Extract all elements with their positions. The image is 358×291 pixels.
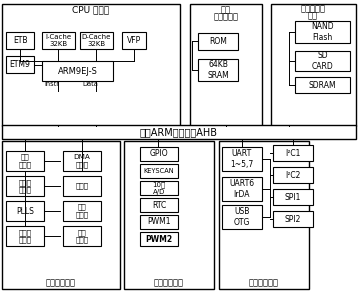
- FancyBboxPatch shape: [295, 77, 350, 93]
- Text: I²C1: I²C1: [285, 148, 301, 157]
- Text: D-Cache
32KB: D-Cache 32KB: [82, 34, 111, 47]
- Text: PLLS: PLLS: [16, 207, 34, 216]
- FancyBboxPatch shape: [2, 125, 356, 139]
- FancyBboxPatch shape: [273, 211, 313, 227]
- Text: PWM1: PWM1: [147, 217, 171, 226]
- Text: ARM9EJ-S: ARM9EJ-S: [58, 67, 97, 75]
- FancyBboxPatch shape: [63, 176, 101, 196]
- FancyBboxPatch shape: [63, 226, 101, 246]
- Text: 接口: 接口: [308, 12, 318, 20]
- Text: SPI2: SPI2: [285, 214, 301, 223]
- Text: 看门狗: 看门狗: [76, 183, 88, 189]
- FancyBboxPatch shape: [124, 141, 214, 289]
- FancyBboxPatch shape: [122, 32, 146, 49]
- FancyBboxPatch shape: [295, 21, 350, 43]
- Text: ETB: ETB: [13, 36, 27, 45]
- FancyBboxPatch shape: [6, 176, 44, 196]
- Text: 其他外围模块: 其他外围模块: [154, 278, 184, 288]
- FancyBboxPatch shape: [295, 51, 350, 71]
- FancyBboxPatch shape: [80, 32, 113, 49]
- FancyBboxPatch shape: [222, 177, 262, 201]
- Text: UART6
IrDA: UART6 IrDA: [229, 179, 255, 199]
- FancyBboxPatch shape: [222, 147, 262, 171]
- Text: ETM9: ETM9: [10, 60, 30, 69]
- Text: Instr: Instr: [44, 81, 59, 87]
- Text: VFP: VFP: [127, 36, 141, 45]
- Text: 毫秒
定时器: 毫秒 定时器: [76, 229, 88, 243]
- FancyBboxPatch shape: [140, 147, 178, 161]
- FancyBboxPatch shape: [63, 151, 101, 171]
- FancyBboxPatch shape: [273, 189, 313, 205]
- Text: 片上: 片上: [221, 6, 231, 15]
- FancyBboxPatch shape: [2, 141, 120, 289]
- Text: 10位
A/D: 10位 A/D: [153, 181, 166, 195]
- FancyBboxPatch shape: [6, 32, 34, 49]
- Text: PWM2: PWM2: [145, 235, 173, 244]
- FancyBboxPatch shape: [273, 145, 313, 161]
- Text: 电源控
制模块: 电源控 制模块: [19, 229, 32, 243]
- FancyBboxPatch shape: [63, 201, 101, 221]
- FancyBboxPatch shape: [271, 4, 356, 126]
- FancyBboxPatch shape: [6, 151, 44, 171]
- Text: 外部存储器: 外部存储器: [300, 4, 325, 13]
- Text: ROM: ROM: [209, 37, 227, 46]
- FancyBboxPatch shape: [273, 167, 313, 183]
- FancyBboxPatch shape: [140, 164, 178, 178]
- FancyBboxPatch shape: [219, 141, 309, 289]
- Text: I-Cache
32KB: I-Cache 32KB: [45, 34, 72, 47]
- Text: SD
CARD: SD CARD: [311, 51, 333, 71]
- Text: UART
1~5,7: UART 1~5,7: [231, 149, 253, 169]
- Text: 外用通信模块: 外用通信模块: [249, 278, 279, 288]
- FancyBboxPatch shape: [42, 61, 113, 81]
- FancyBboxPatch shape: [140, 198, 178, 212]
- Text: DMA
控制器: DMA 控制器: [73, 154, 91, 168]
- Text: NAND
Flash: NAND Flash: [311, 22, 334, 42]
- FancyBboxPatch shape: [222, 205, 262, 229]
- Text: 存储器模块: 存储器模块: [213, 13, 238, 22]
- FancyBboxPatch shape: [6, 226, 44, 246]
- Text: 系统功能模块: 系统功能模块: [46, 278, 76, 288]
- Text: CPU 子系统: CPU 子系统: [72, 6, 110, 15]
- Text: USB
OTG: USB OTG: [234, 207, 250, 227]
- FancyBboxPatch shape: [6, 56, 34, 73]
- Text: 中断
控制器: 中断 控制器: [19, 154, 32, 168]
- Text: GPIO: GPIO: [150, 150, 168, 159]
- FancyBboxPatch shape: [140, 215, 178, 229]
- FancyBboxPatch shape: [140, 232, 178, 246]
- Text: KEYSCAN: KEYSCAN: [144, 168, 174, 174]
- FancyBboxPatch shape: [42, 32, 75, 49]
- Text: RTC: RTC: [152, 200, 166, 210]
- Text: I²C2: I²C2: [285, 171, 301, 180]
- Text: Data: Data: [82, 81, 98, 87]
- Text: 多层ARM高速总线AHB: 多层ARM高速总线AHB: [140, 127, 218, 137]
- Text: SPI1: SPI1: [285, 193, 301, 201]
- Text: 高速
定时器: 高速 定时器: [76, 204, 88, 218]
- Text: 64KB
SRAM: 64KB SRAM: [207, 60, 229, 80]
- FancyBboxPatch shape: [198, 33, 238, 50]
- FancyBboxPatch shape: [6, 201, 44, 221]
- Text: SDRAM: SDRAM: [309, 81, 336, 90]
- FancyBboxPatch shape: [198, 59, 238, 81]
- FancyBboxPatch shape: [2, 4, 180, 126]
- FancyBboxPatch shape: [140, 181, 178, 195]
- FancyBboxPatch shape: [190, 4, 262, 126]
- Text: 系统控
制模块: 系统控 制模块: [19, 179, 32, 193]
